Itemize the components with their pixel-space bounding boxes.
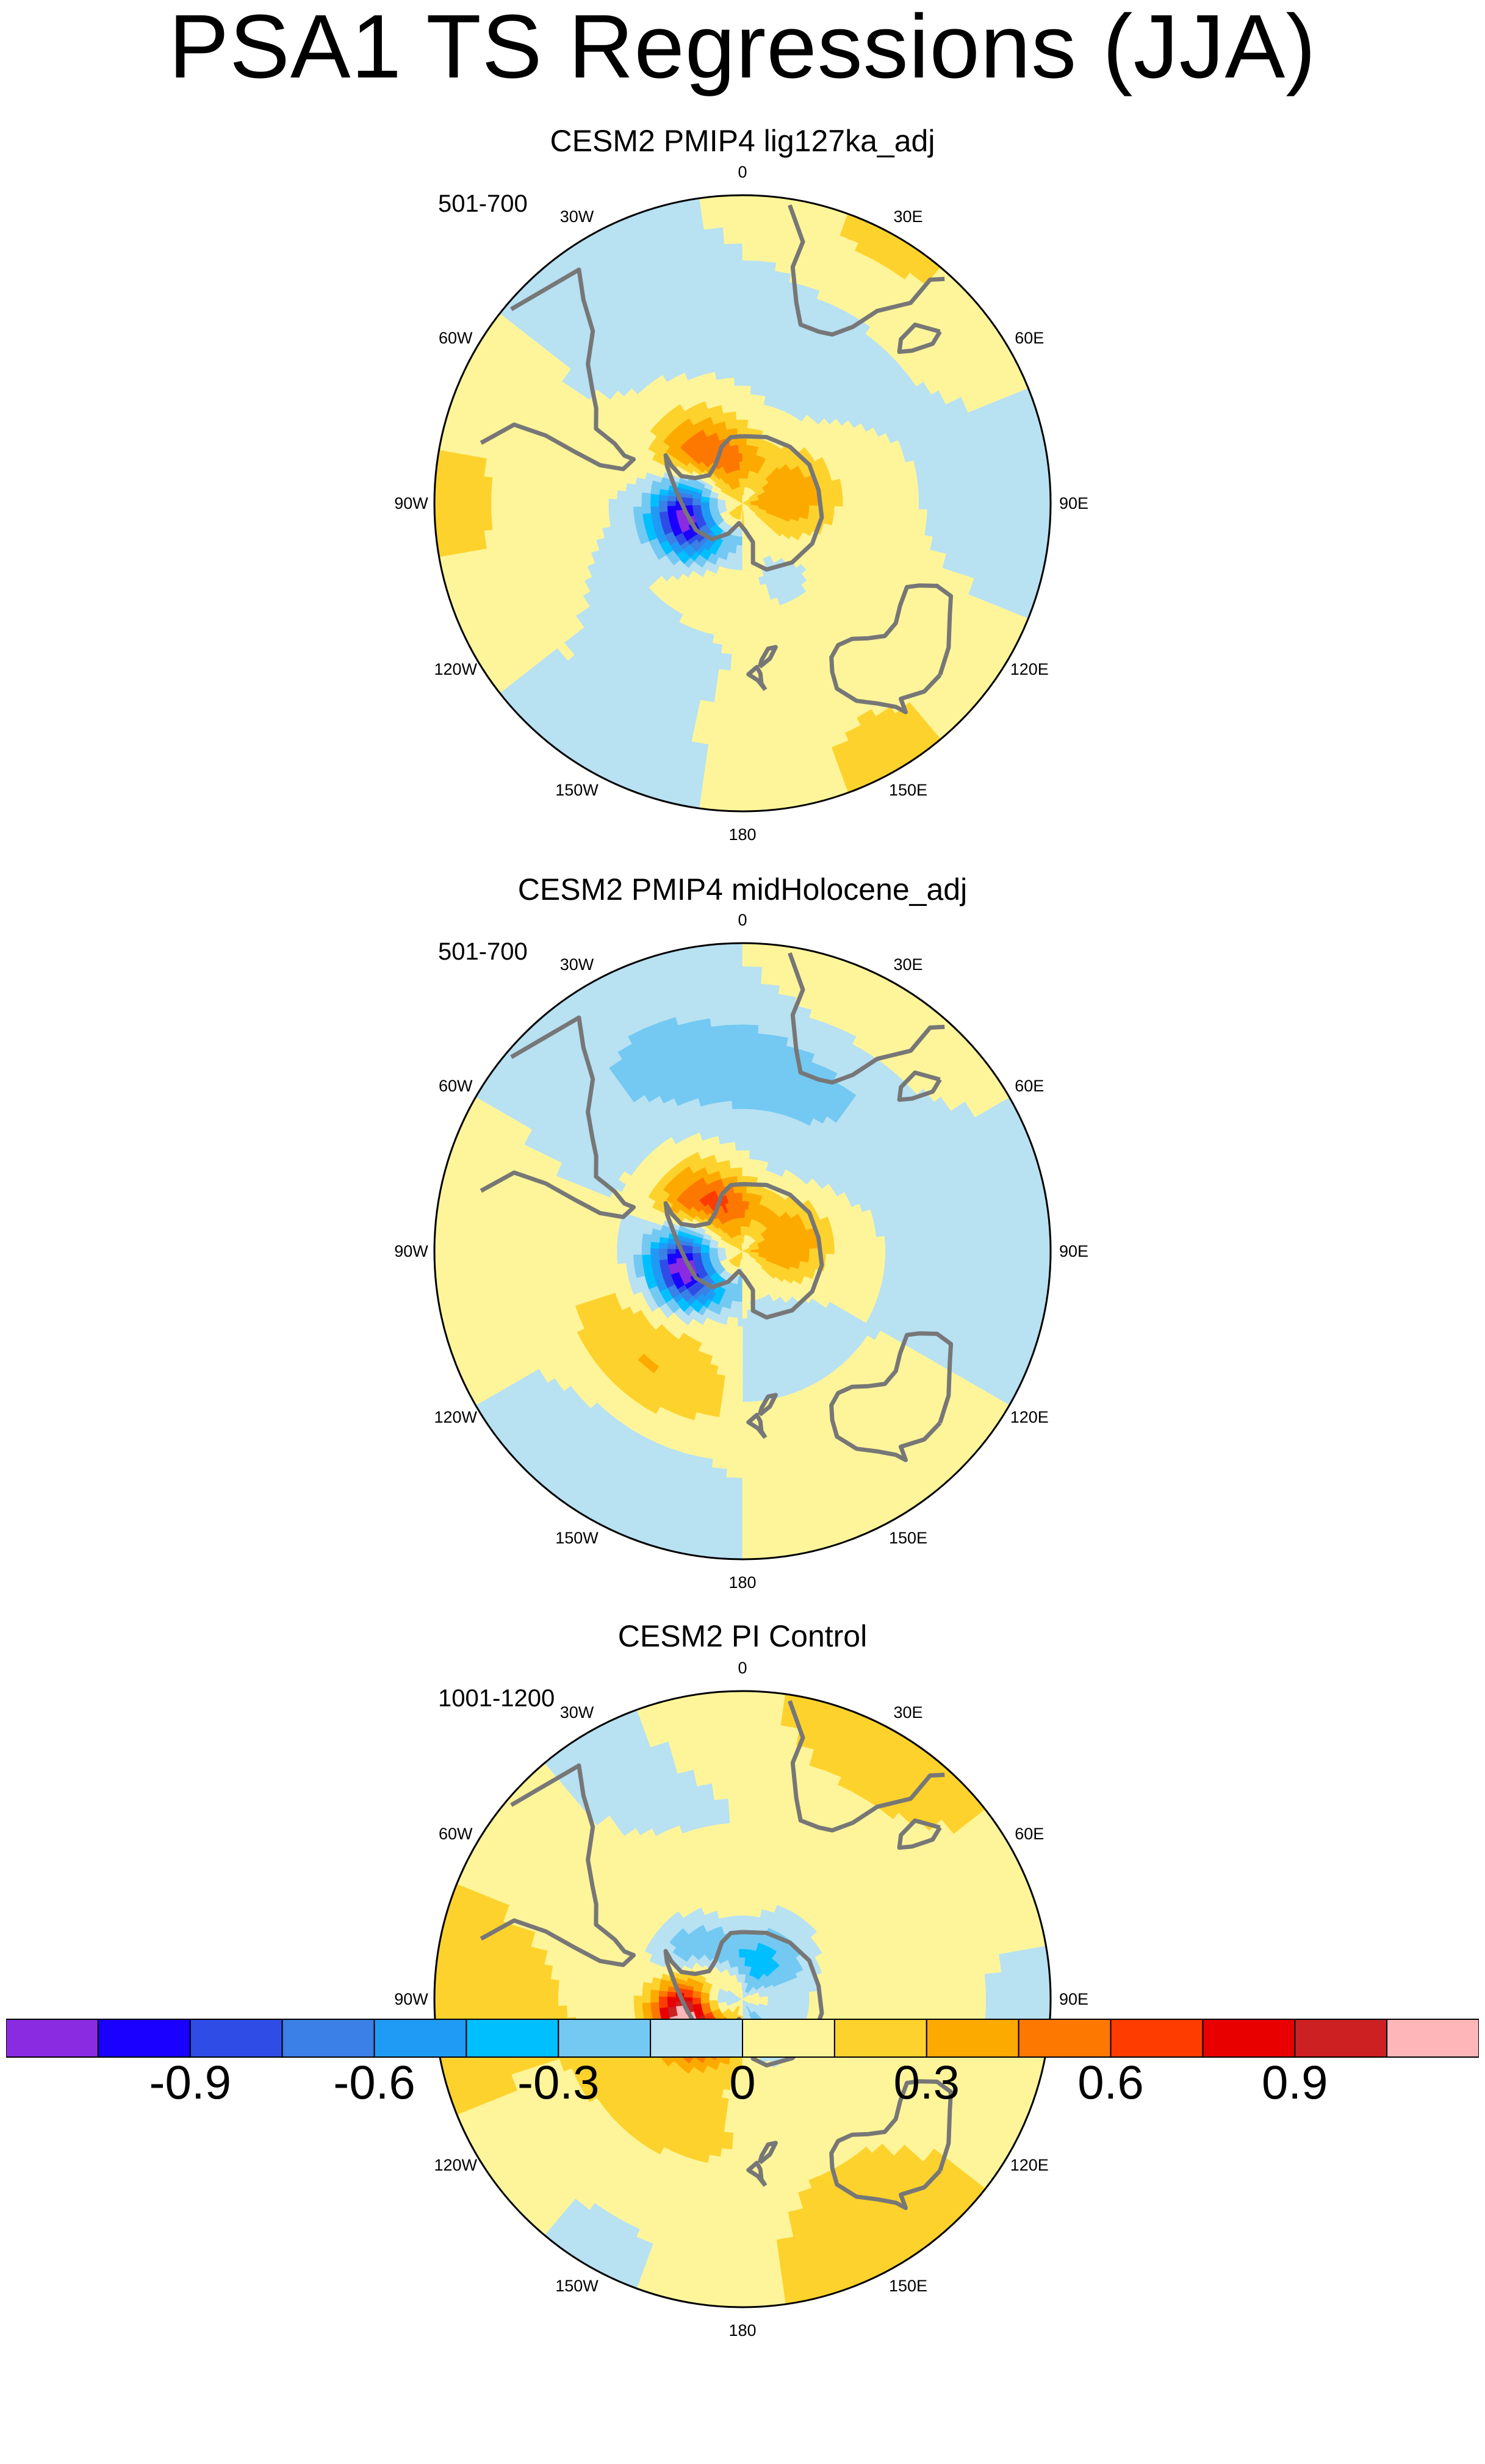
longitude-label: 150E (888, 2277, 928, 2296)
colorbar (6, 2019, 1479, 2058)
regression-field (434, 1691, 1051, 2307)
longitude-label: 90E (1059, 494, 1089, 512)
colorbar-swatch (1202, 2019, 1296, 2058)
polar-map-lig127ka (433, 194, 1052, 813)
longitude-label: 180 (728, 1573, 757, 1592)
colorbar-swatch (1018, 2019, 1112, 2058)
coastlines (480, 1700, 954, 2210)
map-border (433, 942, 1052, 1561)
longitude-label: 0 (738, 911, 747, 929)
longitude-label: 60W (438, 1824, 473, 1843)
longitude-label: 30W (559, 1703, 594, 1722)
longitude-label: 120W (434, 1407, 478, 1426)
longitude-label: 90E (1059, 1990, 1089, 2008)
regression-field (434, 943, 1051, 1559)
colorbar-swatch (1110, 2019, 1204, 2058)
longitude-label: 120E (1010, 1407, 1049, 1426)
colorbar-swatch (833, 2019, 927, 2058)
regression-field (434, 195, 1051, 811)
colorbar-swatch (189, 2019, 283, 2058)
coastlines (480, 204, 954, 714)
colorbar-swatch (742, 2019, 835, 2058)
longitude-label: 150W (555, 2277, 599, 2296)
polar-map-picontrol (433, 1690, 1052, 2308)
colorbar-swatch (1386, 2019, 1479, 2058)
longitude-label: 90E (1059, 1242, 1089, 1260)
longitude-label: 0 (738, 163, 747, 181)
coastlines (480, 952, 954, 1462)
longitude-label: 180 (728, 2321, 757, 2340)
panel-years: 1001-1200 (438, 1685, 555, 1712)
longitude-label: 60E (1015, 1824, 1045, 1843)
colorbar-label: 0.6 (1077, 2055, 1144, 2109)
panel-years: 501-700 (438, 938, 528, 965)
colorbar-label: 0 (729, 2055, 756, 2109)
colorbar-swatch (97, 2019, 191, 2058)
longitude-label: 120W (434, 2155, 478, 2174)
longitude-label: 30E (893, 955, 923, 974)
map-border (433, 1690, 1052, 2308)
longitude-label: 30E (893, 207, 923, 226)
colorbar-swatch (1294, 2019, 1388, 2058)
longitude-label: 120W (434, 659, 478, 678)
longitude-label: 60W (438, 328, 473, 347)
figure-title: PSA1 TS Regressions (JJA) (168, 0, 1317, 97)
longitude-label: 60E (1015, 328, 1045, 347)
longitude-label: 30E (893, 1703, 923, 1722)
longitude-label: 120E (1010, 2155, 1049, 2174)
colorbar-label: -0.3 (517, 2055, 600, 2109)
colorbar-swatch (466, 2019, 559, 2058)
colorbar-swatch (558, 2019, 652, 2058)
longitude-label: 150E (888, 781, 928, 800)
longitude-label: 0 (738, 1659, 747, 1677)
colorbar-swatch (6, 2019, 99, 2058)
panel-title: CESM2 PMIP4 lig127ka_adj (550, 124, 935, 158)
panel-title: CESM2 PMIP4 midHolocene_adj (517, 872, 968, 907)
map-border (433, 194, 1052, 813)
longitude-label: 30W (559, 207, 594, 226)
colorbar-swatch (650, 2019, 743, 2058)
colorbar-label: 0.9 (1262, 2055, 1328, 2109)
longitude-label: 60E (1015, 1076, 1045, 1095)
colorbar-swatch (281, 2019, 375, 2058)
longitude-label: 30W (559, 955, 594, 974)
longitude-label: 120E (1010, 659, 1049, 678)
longitude-label: 90W (394, 1242, 428, 1260)
polar-map-midholocene (433, 942, 1052, 1561)
panel-years: 501-700 (438, 190, 528, 217)
colorbar-swatch (926, 2019, 1019, 2058)
longitude-label: 150E (888, 1529, 928, 1548)
longitude-label: 180 (728, 825, 757, 844)
longitude-label: 150W (555, 781, 599, 800)
colorbar-label: -0.9 (149, 2055, 231, 2109)
colorbar-label: -0.6 (333, 2055, 415, 2109)
longitude-label: 150W (555, 1529, 599, 1548)
colorbar-label: 0.3 (893, 2055, 960, 2109)
longitude-label: 90W (394, 494, 428, 512)
colorbar-swatch (373, 2019, 467, 2058)
panel-title: CESM2 PI Control (617, 1619, 868, 1653)
longitude-label: 90W (394, 1990, 428, 2008)
longitude-label: 60W (438, 1076, 473, 1095)
